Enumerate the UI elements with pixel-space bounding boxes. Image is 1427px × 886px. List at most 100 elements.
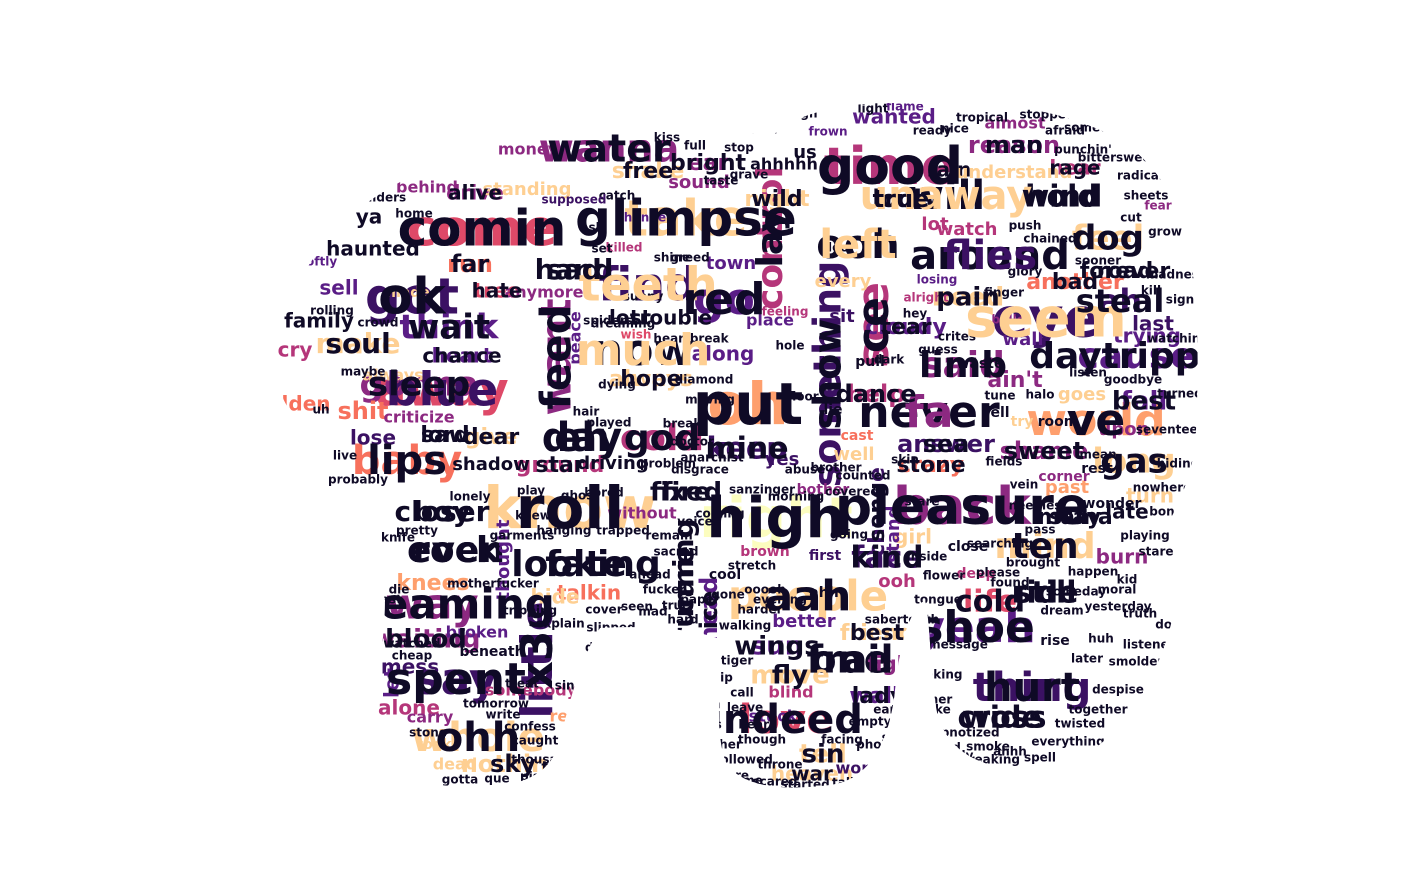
word-250: stretch	[728, 559, 776, 573]
word-184: alright	[903, 291, 948, 305]
word-397: left	[819, 222, 896, 268]
word-357: dream	[1040, 604, 1083, 618]
word-186: bullet	[991, 313, 1030, 327]
word-172: room	[1038, 414, 1079, 430]
word-130: stand	[883, 505, 904, 562]
word-366: despise	[1092, 683, 1144, 697]
word-155: took	[416, 737, 452, 753]
word-391: pleasure	[835, 477, 1089, 537]
word-146: criticize	[383, 408, 454, 427]
word-66: run	[447, 250, 493, 278]
word-139: sound	[668, 172, 730, 193]
word-387: high	[706, 486, 845, 551]
word-447: blood	[385, 625, 467, 655]
word-403: feed	[532, 304, 581, 409]
word-356: found	[990, 576, 1029, 590]
word-252: walking	[719, 619, 772, 633]
word-138: ahhhhh	[750, 155, 818, 174]
word-18: want	[532, 298, 581, 415]
word-128: past	[1045, 477, 1090, 498]
word-425: sleep	[368, 365, 470, 405]
word-348: guess	[918, 343, 958, 357]
word-194: stop	[724, 141, 754, 155]
word-232: que	[484, 772, 509, 786]
word-105: us	[793, 142, 817, 163]
word-303: trapped	[596, 524, 650, 538]
word-268: huh	[1088, 632, 1114, 646]
word-12: ooh	[816, 222, 899, 268]
word-102: hide	[531, 585, 580, 609]
word-122: ain't	[987, 368, 1043, 393]
word-60: need	[932, 283, 1004, 313]
word-96: burn	[1096, 545, 1149, 569]
word-15: world	[1026, 395, 1165, 446]
word-114: alone	[378, 696, 440, 720]
word-273: seventeen	[1136, 423, 1206, 437]
word-353: covered	[825, 485, 879, 499]
word-83: crazy	[898, 453, 964, 478]
word-72: change	[865, 467, 890, 557]
word-385: put	[693, 370, 804, 438]
word-35: thing	[973, 665, 1091, 711]
word-364: listened	[1123, 638, 1178, 652]
word-227: home	[395, 207, 432, 221]
word-245: ahead	[629, 568, 670, 582]
word-253: tiger	[721, 654, 754, 668]
word-157: stuck	[749, 707, 798, 726]
word-389: comin	[398, 200, 567, 258]
word-29: yeah	[916, 602, 1036, 653]
word-48: ah	[1098, 282, 1142, 320]
word-25: wanna	[539, 127, 680, 171]
word-151: somebody	[485, 681, 578, 700]
word-359: playing	[1120, 529, 1170, 543]
word-236: confess	[504, 720, 556, 734]
word-2: right	[699, 486, 853, 551]
word-296: brother	[810, 461, 861, 475]
word-342: sooner	[1075, 254, 1121, 268]
word-51: closer	[395, 495, 490, 528]
word-272: hiding	[1157, 457, 1200, 471]
word-351: counted	[836, 469, 891, 483]
word-88: hear	[1049, 156, 1100, 180]
word-300: disgrace	[671, 463, 729, 477]
word-24: cold	[620, 418, 704, 459]
word-311: somehow	[636, 634, 700, 648]
word-69: reason	[968, 131, 1060, 159]
word-313: class	[688, 718, 722, 732]
word-136: understand	[956, 162, 1073, 183]
word-180: hole	[775, 339, 804, 353]
word-467: mama	[1037, 505, 1113, 530]
word-472: chance	[422, 344, 501, 368]
word-242: slipped	[586, 621, 635, 635]
word-336: radical	[1117, 169, 1163, 183]
word-281: tune	[985, 389, 1016, 403]
word-9: find	[598, 258, 698, 312]
word-294: inside	[907, 550, 948, 564]
word-255: though	[738, 733, 786, 747]
word-82: stay	[1049, 505, 1101, 530]
word-413: screaming	[309, 580, 555, 629]
word-74: another	[1026, 270, 1124, 295]
word-441: fly	[772, 661, 808, 691]
word-64: heaven	[771, 762, 853, 786]
word-42: keep	[706, 432, 787, 467]
word-6: back	[893, 477, 1032, 537]
word-419: ohh	[436, 715, 520, 761]
word-329: ready	[913, 124, 952, 138]
word-270: truth	[1123, 607, 1157, 621]
word-392: ok	[378, 268, 447, 326]
word-368: everything	[1031, 735, 1104, 749]
word-215: pretty	[396, 524, 438, 538]
word-266: twisted	[1055, 717, 1106, 731]
word-375: talk	[832, 776, 859, 790]
word-258: facing	[821, 733, 863, 747]
word-57: wide	[962, 701, 1042, 736]
word-410: water	[547, 127, 671, 171]
word-154: dead	[433, 755, 478, 774]
word-21: go	[693, 274, 755, 325]
word-47: hold	[1025, 180, 1099, 215]
word-11: eye	[992, 287, 1100, 350]
word-265: ahhh	[993, 745, 1027, 759]
word-264: smoke	[966, 740, 1010, 754]
word-86: drive	[446, 181, 504, 205]
